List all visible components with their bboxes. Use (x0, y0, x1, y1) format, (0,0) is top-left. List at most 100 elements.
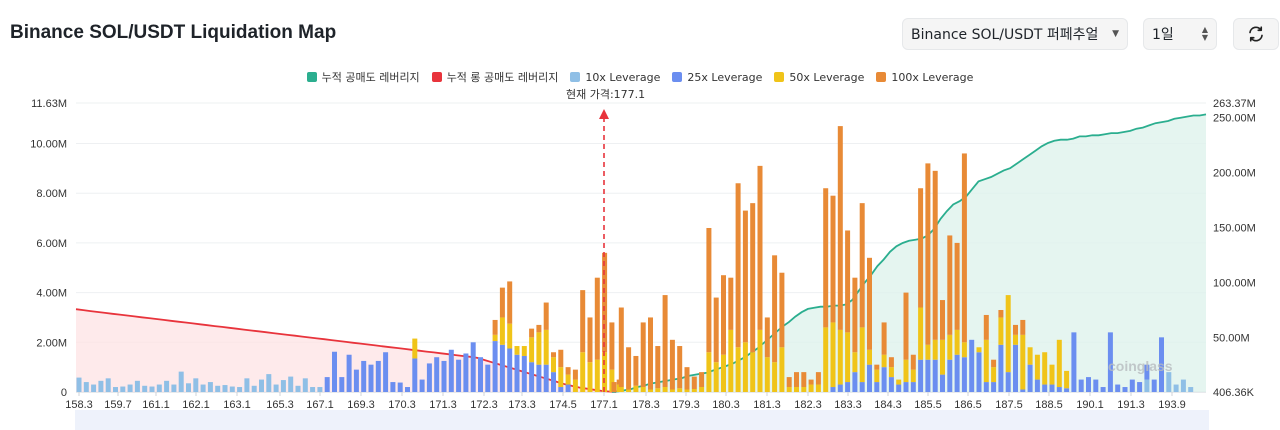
bar-segment-25x (1034, 379, 1040, 392)
bar-segment-50x (684, 389, 690, 392)
bar-segment-50x (1056, 339, 1062, 388)
bar-segment-100x (961, 153, 967, 343)
bar-segment-50x (983, 339, 989, 383)
bar-segment-50x (925, 344, 931, 360)
bar-segment-100x (662, 295, 668, 388)
stepper-icon: ▲ ▼ (1201, 25, 1208, 42)
legend-item-50x[interactable]: 50x Leverage (774, 69, 864, 85)
bar-segment-100x (830, 195, 836, 323)
bar-segment-50x (1020, 334, 1026, 390)
bar-segment-10x (215, 385, 221, 392)
bar-segment-50x (677, 388, 683, 392)
bar-segment-100x (764, 317, 770, 358)
bar-segment-100x (837, 126, 843, 330)
bar-segment-50x (728, 329, 734, 392)
bar-segment-25x (1151, 379, 1157, 392)
bar-segment-100x (947, 235, 953, 335)
bar-segment-10x (273, 384, 279, 392)
bar-segment-25x (448, 349, 454, 392)
bar-segment-25x (456, 359, 462, 392)
x-tick-label: 172.3 (470, 399, 498, 411)
bar-segment-50x (572, 379, 578, 392)
bar-segment-50x (1027, 347, 1033, 365)
bar-segment-50x (499, 317, 505, 345)
bar-segment-100x (1013, 324, 1018, 335)
bar-segment-100x (611, 382, 617, 392)
bar-segment-100x (699, 372, 705, 388)
bar-segment-25x (565, 384, 571, 392)
bar-segment-25x (353, 369, 359, 392)
bar-segment-10x (317, 387, 323, 392)
bar-segment-100x (684, 367, 690, 390)
bar-segment-25x (405, 387, 410, 392)
bar-segment-100x (706, 227, 712, 353)
bar-segment-25x (1159, 337, 1164, 392)
bar-segment-50x (976, 347, 982, 353)
bar-segment-25x (375, 360, 381, 392)
bar-segment-10x (105, 378, 111, 392)
x-tick-label: 169.3 (347, 399, 375, 411)
bar-segment-50x (412, 338, 418, 359)
page-title: Binance SOL/USDT Liquidation Map (10, 22, 337, 43)
bar-segment-50x (558, 367, 564, 388)
bar-segment-50x (852, 352, 858, 373)
refresh-button[interactable] (1233, 18, 1279, 50)
bar-segment-50x (551, 357, 556, 373)
bar-segment-50x (794, 387, 799, 392)
bar-segment-50x (536, 332, 542, 365)
x-tick-label: 167.1 (306, 399, 334, 411)
bar-segment-10x (259, 379, 264, 392)
legend-item-cum-short[interactable]: 누적 공매도 레버리지 (306, 69, 420, 85)
bar-segment-25x (1056, 387, 1062, 392)
y-right-tick: 406.36K (1213, 387, 1255, 399)
period-select[interactable]: 1일 ▲ ▼ (1143, 18, 1217, 50)
bar-segment-100x (677, 346, 683, 389)
bar-segment-25x (845, 382, 851, 392)
x-tick-label: 188.5 (1035, 399, 1063, 411)
bar-segment-100x (609, 322, 615, 370)
bar-segment-100x (499, 287, 505, 318)
y-left-tick: 4.00M (36, 288, 67, 300)
bar-segment-10x (1166, 372, 1172, 392)
bar-segment-25x (961, 357, 967, 392)
bar-segment-25x (940, 374, 945, 392)
zoom-slider[interactable] (75, 410, 1209, 430)
bar-segment-50x (521, 346, 527, 356)
legend-item-100x[interactable]: 100x Leverage (876, 69, 973, 85)
bar-segment-100x (757, 165, 763, 330)
legend-item-10x[interactable]: 10x Leverage (570, 69, 660, 85)
bar-segment-100x (998, 309, 1004, 318)
bar-segment-25x (1107, 332, 1113, 392)
bar-segment-25x (1100, 387, 1106, 392)
bar-segment-10x (149, 386, 155, 392)
bar-segment-50x (618, 387, 624, 392)
bar-segment-50x (543, 329, 549, 365)
bar-segment-50x (918, 307, 924, 360)
bar-segment-10x (1173, 384, 1179, 392)
x-tick-label: 165.3 (266, 399, 294, 411)
legend-item-25x[interactable]: 25x Leverage (672, 69, 762, 85)
market-select[interactable]: Binance SOL/USDT 퍼페추얼 ▼ (902, 18, 1128, 50)
bar-segment-100x (750, 203, 756, 353)
bar-segment-10x (237, 387, 243, 392)
bar-segment-25x (521, 355, 527, 392)
bar-segment-50x (1049, 364, 1055, 385)
y-left-tick: 6.00M (36, 238, 67, 250)
legend-item-cum-long[interactable]: 누적 롱 공매도 레버리지 (431, 69, 558, 85)
bar-segment-100x (874, 364, 880, 370)
bar-segment-50x (772, 362, 778, 392)
bar-segment-100x (918, 188, 924, 308)
bar-segment-25x (954, 354, 960, 392)
bar-segment-25x (507, 348, 513, 392)
y-left-tick: 0 (61, 387, 67, 399)
bar-segment-25x (830, 387, 836, 392)
bar-segment-25x (383, 352, 389, 392)
bar-segment-100x (565, 367, 571, 375)
x-tick-label: 171.3 (429, 399, 457, 411)
bar-segment-100x (543, 302, 549, 330)
bar-segment-100x (801, 372, 807, 388)
bar-segment-25x (947, 359, 953, 392)
bar-segment-25x (998, 344, 1004, 392)
bar-segment-100x (572, 369, 578, 380)
